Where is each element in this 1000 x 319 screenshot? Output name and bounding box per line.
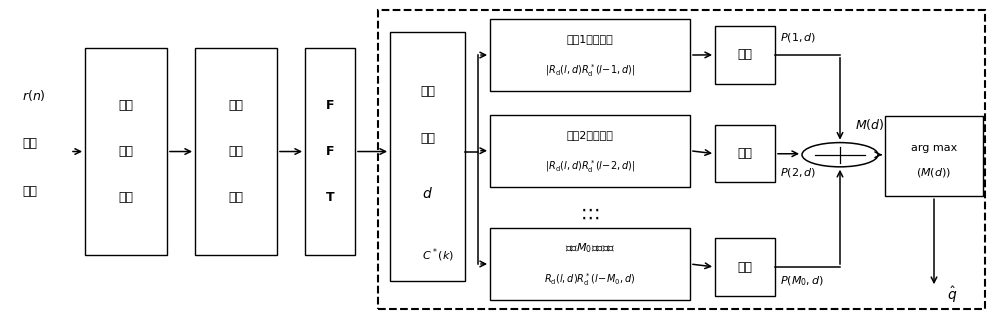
Text: arg max: arg max <box>911 143 957 153</box>
Text: 间隔1差分共轭: 间隔1差分共轭 <box>567 34 613 44</box>
Text: 移位: 移位 <box>420 132 435 145</box>
Text: F: F <box>326 100 334 112</box>
Bar <box>490 115 690 187</box>
Text: 接收: 接收 <box>22 137 37 150</box>
Text: 同步: 同步 <box>119 191 134 204</box>
Text: 间隔$M_0$差分共轭: 间隔$M_0$差分共轭 <box>565 241 615 255</box>
Text: $\hat{q}$: $\hat{q}$ <box>947 285 957 305</box>
Text: 累加: 累加 <box>738 261 753 273</box>
Text: $P(2,d)$: $P(2,d)$ <box>780 167 816 179</box>
Text: $M(d)$: $M(d)$ <box>855 117 884 132</box>
Bar <box>195 48 277 255</box>
Text: 累加: 累加 <box>738 147 753 160</box>
Text: 信号: 信号 <box>22 185 37 198</box>
Bar <box>305 48 355 255</box>
Text: $(M(d))$: $(M(d))$ <box>916 166 952 179</box>
Text: $d$: $d$ <box>422 186 433 201</box>
Circle shape <box>802 143 878 167</box>
Text: F: F <box>326 145 334 158</box>
Text: $|R_{\mathrm{d}}(l,d)R_{\mathrm{d}}^*(l\!-\!2,d)|$: $|R_{\mathrm{d}}(l,d)R_{\mathrm{d}}^*(l\… <box>545 158 635 175</box>
Text: $\cdots$: $\cdots$ <box>580 207 600 226</box>
Text: T: T <box>326 191 334 204</box>
Text: 小数: 小数 <box>229 100 244 112</box>
Text: 估计: 估计 <box>229 191 244 204</box>
Text: $R_{\mathrm{d}}(l,d)R_{\mathrm{d}}^*(l\!-\!M_0,d)$: $R_{\mathrm{d}}(l,d)R_{\mathrm{d}}^*(l\!… <box>544 271 636 288</box>
Text: $C^*(k)$: $C^*(k)$ <box>422 246 454 264</box>
Bar <box>715 26 775 84</box>
Text: $\cdots$: $\cdots$ <box>580 199 600 219</box>
Text: 循环: 循环 <box>420 85 435 98</box>
Text: $r(n)$: $r(n)$ <box>22 88 46 103</box>
Text: $P(M_0,d)$: $P(M_0,d)$ <box>780 275 824 288</box>
Text: 间隔2差分共轭: 间隔2差分共轭 <box>567 130 613 140</box>
Bar <box>490 228 690 300</box>
Text: 累加: 累加 <box>738 48 753 61</box>
Bar <box>885 116 983 196</box>
Bar <box>378 10 985 309</box>
Text: $P(1,d)$: $P(1,d)$ <box>780 31 816 44</box>
Bar <box>490 19 690 91</box>
Text: 频偏: 频偏 <box>229 145 244 158</box>
Bar <box>390 32 465 281</box>
Bar <box>85 48 167 255</box>
Text: $|R_{\mathrm{d}}(l,d)R_{\mathrm{d}}^*(l\!-\!1,d)|$: $|R_{\mathrm{d}}(l,d)R_{\mathrm{d}}^*(l\… <box>545 63 635 79</box>
Text: 符号: 符号 <box>119 100 134 112</box>
Text: 定时: 定时 <box>119 145 134 158</box>
Bar <box>715 125 775 182</box>
Bar <box>715 238 775 296</box>
